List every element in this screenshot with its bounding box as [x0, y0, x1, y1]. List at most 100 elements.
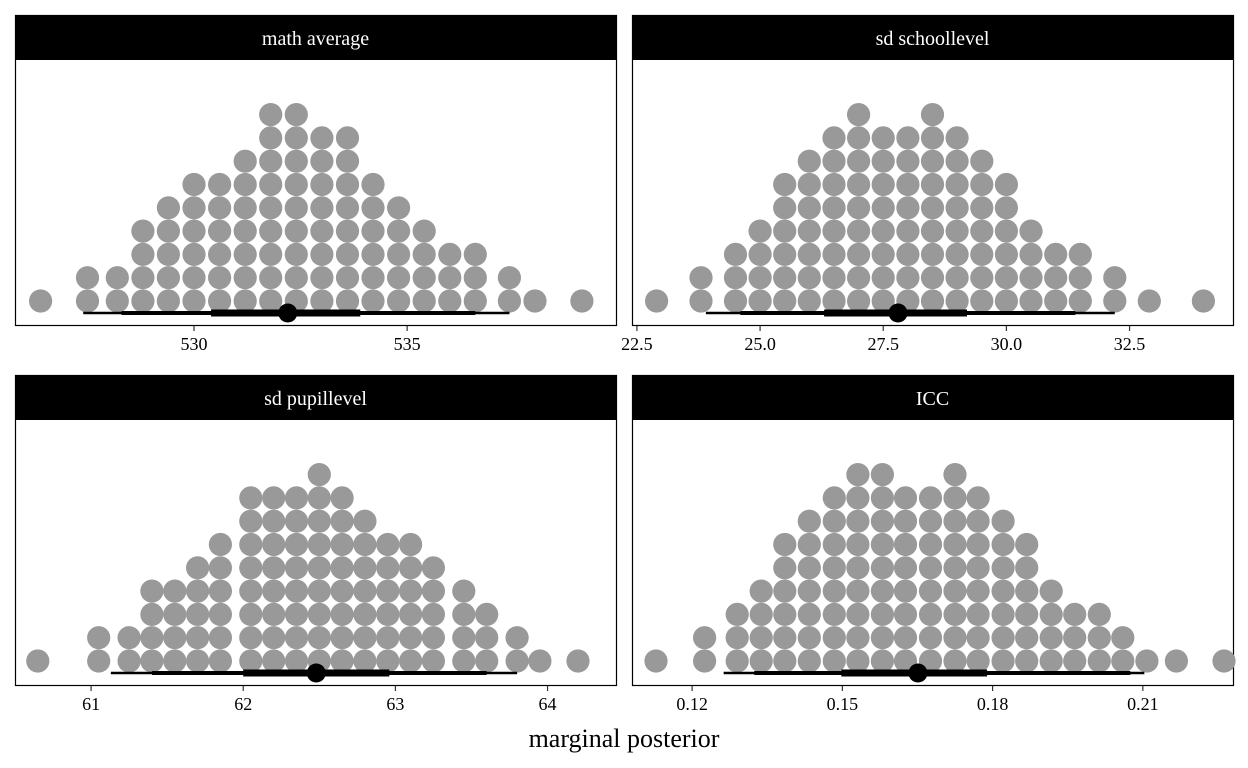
dot-9-3 [284, 579, 309, 603]
dot-8-0 [871, 289, 895, 313]
dot-5-5 [182, 172, 206, 197]
dot-19-0 [528, 649, 552, 673]
dot-7-8 [847, 103, 871, 127]
dot-8-8 [870, 463, 895, 487]
dot-3-3 [140, 579, 164, 603]
dot-19-0 [1135, 649, 1159, 673]
dot-8-8 [259, 103, 283, 127]
dot-18-0 [1137, 289, 1161, 313]
dot-10-0 [310, 289, 334, 313]
dot-11-6 [945, 149, 969, 173]
x-tick-label: 32.5 [1114, 334, 1146, 354]
dot-2-2 [725, 602, 749, 627]
dot-9-2 [896, 242, 920, 266]
dot-10-6 [918, 509, 943, 533]
dot-18-0 [523, 289, 547, 313]
dot-8-2 [871, 242, 895, 266]
dot-6-2 [822, 242, 846, 266]
dot-8-7 [871, 126, 895, 150]
dot-13-4 [376, 556, 400, 580]
dot-13-5 [994, 172, 1019, 197]
dot-11-5 [943, 532, 967, 557]
dot-8-2 [262, 602, 286, 627]
dot-7-4 [239, 556, 263, 580]
dot-11-2 [330, 602, 354, 627]
dot-16-2 [463, 242, 487, 266]
dot-12-2 [353, 602, 377, 627]
dot-5-0 [186, 649, 210, 673]
x-tick-label: 0.21 [1127, 694, 1159, 714]
dot-7-5 [847, 172, 871, 197]
dot-12-3 [361, 219, 385, 243]
dot-14-3 [399, 579, 423, 603]
x-axis-label: marginal posterior [529, 724, 720, 753]
dot-5-3 [186, 579, 210, 603]
dot-7-7 [846, 486, 870, 510]
dot-15-1 [1044, 266, 1068, 290]
dot-5-0 [182, 289, 206, 313]
dot-8-0 [870, 649, 895, 673]
dot-5-0 [797, 649, 821, 673]
dot-11-6 [335, 149, 360, 173]
dot-16-3 [452, 579, 476, 603]
dot-10-7 [918, 486, 943, 510]
dot-2-0 [723, 289, 748, 313]
dot-13-6 [991, 509, 1015, 533]
dot-0-0 [644, 649, 668, 673]
dot-8-5 [871, 172, 895, 197]
dot-2-0 [117, 649, 141, 673]
dot-11-1 [945, 266, 969, 290]
dot-7-1 [239, 626, 263, 650]
dot-8-3 [871, 219, 895, 243]
dot-21-0 [1212, 649, 1236, 673]
dot-6-5 [208, 532, 232, 557]
dot-18-0 [505, 649, 529, 673]
dot-12-6 [353, 509, 377, 533]
panels-group: math average 530 535 sd schoollevel 22.5 25.0… [14, 14, 1236, 714]
x-tick-label: 61 [82, 694, 100, 714]
dot-13-1 [387, 266, 411, 290]
dot-11-4 [330, 556, 354, 580]
dot-4-1 [773, 266, 797, 290]
dot-14-0 [1015, 649, 1039, 673]
dot-13-4 [994, 196, 1019, 220]
dot-10-0 [920, 289, 945, 313]
dot-9-1 [893, 626, 918, 650]
dot-9-7 [893, 486, 918, 510]
dot-4-4 [773, 556, 797, 580]
dot-6-0 [822, 289, 846, 313]
dot-1-1 [693, 626, 717, 650]
dot-16-0 [1068, 289, 1092, 313]
dot-15-2 [1039, 602, 1063, 627]
dot-3-2 [748, 242, 772, 266]
dot-12-1 [353, 626, 377, 650]
dot-10-8 [920, 103, 945, 127]
dot-4-1 [163, 626, 187, 650]
dot-10-2 [310, 242, 334, 266]
dot-14-2 [1019, 242, 1043, 266]
dot-8-3 [259, 219, 283, 243]
dot-4-0 [163, 649, 187, 673]
dot-7-8 [846, 463, 870, 487]
dot-12-4 [970, 196, 994, 220]
dot-20-0 [566, 649, 590, 673]
dot-3-3 [748, 219, 772, 243]
dot-2-0 [725, 649, 749, 673]
dot-12-6 [966, 509, 990, 533]
strip-title: sd schoollevel [876, 28, 990, 50]
dot-6-2 [208, 242, 232, 266]
dot-8-0 [259, 289, 283, 313]
dot-12-0 [970, 289, 994, 313]
dot-0-0 [26, 649, 50, 673]
dot-9-4 [896, 196, 920, 220]
dot-3-1 [748, 266, 772, 290]
dot-6-3 [822, 219, 846, 243]
dot-6-5 [208, 172, 232, 197]
dot-9-5 [284, 172, 308, 197]
dot-7-2 [233, 242, 257, 266]
dot-14-3 [1019, 219, 1043, 243]
dot-6-1 [208, 266, 232, 290]
dot-9-0 [284, 649, 309, 673]
panel-0: math average 530 535 [14, 14, 618, 354]
dot-6-3 [208, 219, 232, 243]
